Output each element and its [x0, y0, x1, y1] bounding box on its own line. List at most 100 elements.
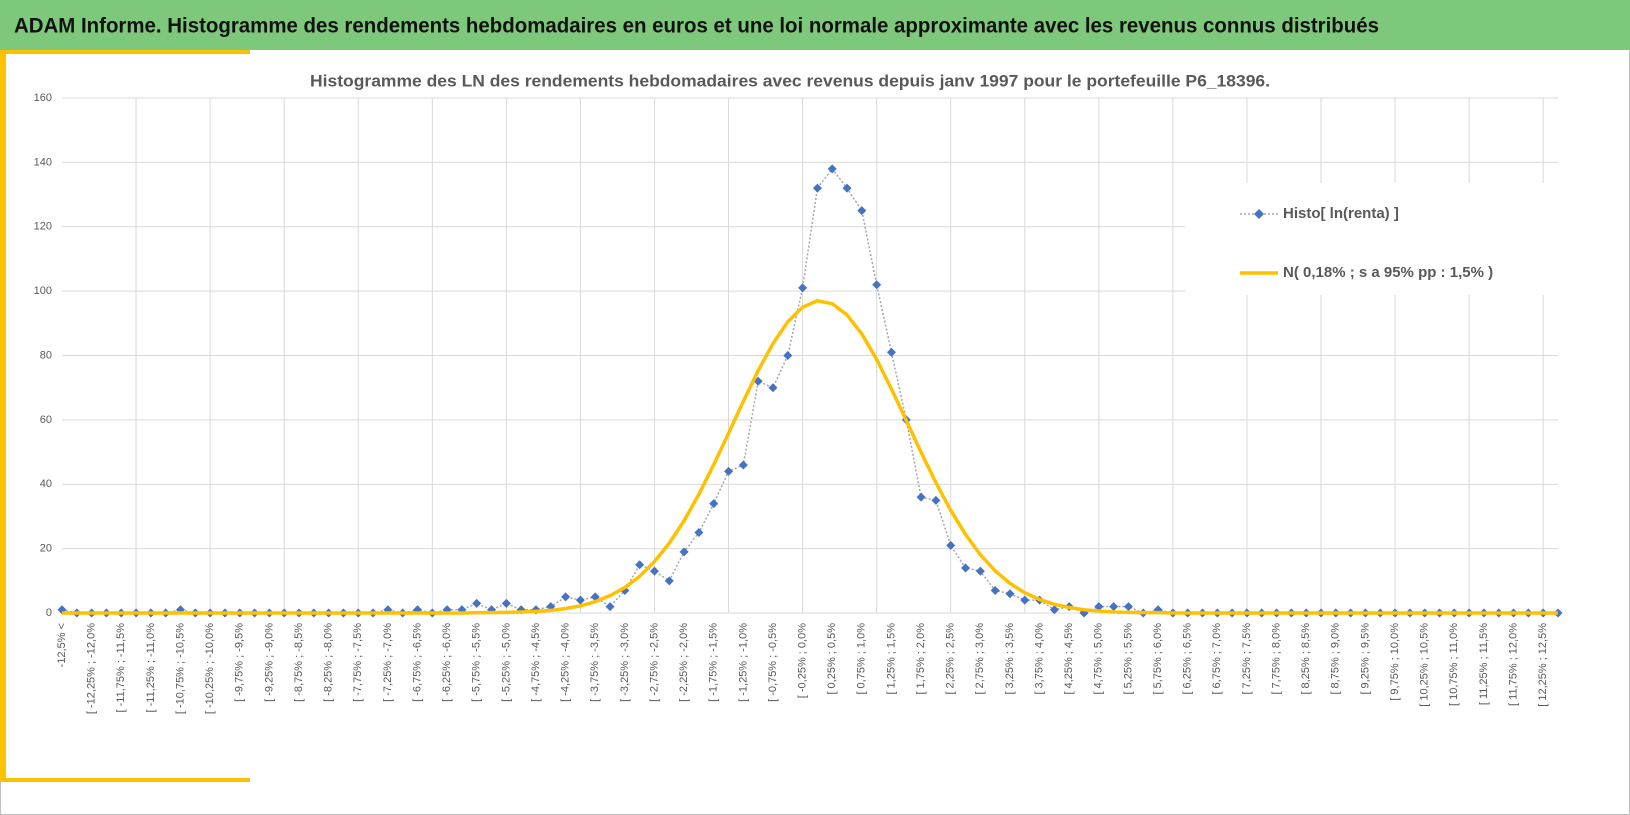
y-tick-label: 140	[34, 156, 52, 168]
x-tick-label: [ 0,25% ; 0,5%	[826, 623, 838, 695]
y-tick-label: 120	[34, 221, 52, 233]
y-tick-label: 60	[40, 414, 52, 426]
data-point	[975, 566, 985, 576]
x-tick-label: [ 5,75% ; 6,0%	[1152, 623, 1164, 695]
x-tick-label: [ -2,25% ; -2,0%	[678, 623, 690, 702]
legend-marker	[1254, 209, 1264, 219]
legend-box	[1185, 183, 1560, 295]
x-tick-label: [ 11,25% ; 11,5%	[1478, 623, 1490, 705]
x-tick-label: [ 9,75% ; 10,0%	[1389, 623, 1401, 701]
data-point	[886, 347, 896, 357]
x-tick-label: [ -12,25% ; -12,0%	[86, 623, 98, 714]
x-tick-label: [ 7,75% ; 8,0%	[1270, 623, 1282, 695]
accent	[0, 778, 250, 782]
x-tick-label: [ 1,25% ; 1,5%	[885, 623, 897, 695]
x-tick-label: [ -10,75% ; -10,5%	[174, 623, 186, 714]
x-tick-label: [ 5,25% ; 5,5%	[1122, 623, 1134, 695]
data-point	[738, 460, 748, 470]
data-point	[561, 592, 571, 602]
data-point	[961, 563, 971, 573]
x-tick-label: [ 12,25% ; 12,5%	[1537, 623, 1549, 707]
data-point	[605, 602, 615, 612]
x-tick-label: [ -1,75% ; -1,5%	[708, 623, 720, 702]
x-tick-label: [ -11,75% ; -11,5%	[115, 623, 127, 713]
x-tick-label: [ 4,75% ; 5,0%	[1093, 623, 1105, 695]
x-tick-label: [ -6,75% ; -6,5%	[411, 623, 423, 702]
x-tick-label: [ 7,25% ; 7,5%	[1241, 623, 1253, 695]
data-point	[1109, 602, 1119, 612]
x-tick-label: [ 6,25% ; 6,5%	[1182, 623, 1194, 695]
data-point	[990, 585, 1000, 595]
data-point	[798, 283, 808, 293]
data-point	[812, 183, 822, 193]
x-tick-label: [ -10,25% ; -10,0%	[204, 623, 216, 714]
x-tick-label: [ 11,75% ; 12,0%	[1507, 623, 1519, 706]
data-point	[1020, 595, 1030, 605]
x-tick-label: [ -0,75% ; -0,5%	[767, 623, 779, 702]
chart-title: Histogramme des LN des rendements hebdom…	[310, 71, 1270, 90]
data-point	[679, 547, 689, 557]
data-point	[501, 598, 511, 608]
legend-label: N( 0,18% ; s a 95% pp : 1,5% )	[1283, 264, 1493, 281]
data-point	[916, 492, 926, 502]
x-tick-label: [ -4,75% ; -4,5%	[530, 623, 542, 702]
x-tick-label: [ -3,25% ; -3,0%	[619, 623, 631, 702]
x-tick-label: [ 1,75% ; 2,0%	[915, 623, 927, 695]
x-tick-label: [ -6,25% ; -6,0%	[441, 623, 453, 702]
x-tick-label: [ -8,25% ; -8,0%	[323, 623, 335, 702]
data-point	[783, 351, 793, 360]
x-tick-label: [ 0,75% ; 1,0%	[856, 623, 868, 695]
data-point	[768, 383, 778, 393]
x-tick-label: [ -4,25% ; -4,0%	[560, 623, 572, 702]
data-point	[857, 206, 867, 216]
accent	[0, 50, 250, 54]
data-point	[575, 595, 585, 605]
data-point	[724, 466, 734, 476]
x-tick-label: [ -5,25% ; -5,0%	[500, 623, 512, 702]
data-point	[472, 598, 482, 608]
x-tick-label: [ 3,25% ; 3,5%	[1004, 623, 1016, 695]
x-tick-label: [ -3,75% ; -3,5%	[589, 623, 601, 702]
header-bar	[0, 0, 1630, 50]
x-tick-label: [ 8,75% ; 9,0%	[1330, 623, 1342, 695]
x-tick-label: -12,5% <	[56, 623, 68, 667]
legend-label: Histo[ ln(renta) ]	[1283, 205, 1399, 222]
data-point	[931, 495, 941, 505]
header-title: ADAM Informe. Histogramme des rendements…	[14, 15, 1379, 38]
x-tick-label: [ 6,75% ; 7,0%	[1211, 623, 1223, 695]
x-tick-label: [ -7,75% ; -7,5%	[352, 623, 364, 702]
data-point	[664, 576, 674, 586]
x-tick-label: [ -1,25% ; -1,0%	[737, 623, 749, 702]
x-tick-label: [ 2,75% ; 3,0%	[974, 623, 986, 695]
data-point	[649, 566, 659, 576]
x-tick-label: [ 10,75% ; 11,0%	[1448, 623, 1460, 706]
x-tick-label: [ 8,25% ; 8,5%	[1300, 623, 1312, 695]
x-tick-label: [ 10,25% ; 10,5%	[1419, 623, 1431, 707]
x-tick-label: [ -9,75% ; -9,5%	[234, 623, 246, 702]
x-tick-label: [ -11,25% ; -11,0%	[145, 623, 157, 713]
data-point	[872, 280, 882, 290]
x-tick-label: [ -8,75% ; -8,5%	[293, 623, 305, 702]
plot	[57, 164, 1563, 618]
x-tick-label: [ -9,25% ; -9,0%	[263, 623, 275, 702]
data-point	[827, 164, 837, 174]
y-tick-label: 160	[34, 92, 52, 104]
y-tick-label: 20	[40, 543, 52, 555]
data-point	[1005, 589, 1015, 599]
data-point	[1094, 602, 1104, 612]
data-point	[1123, 602, 1133, 612]
legend: Histo[ ln(renta) ] N( 0,18% ; s a 95% pp …	[1185, 183, 1560, 295]
y-tick-label: 0	[46, 607, 52, 619]
y-tick-label: 80	[40, 349, 52, 361]
data-point	[946, 540, 956, 550]
data-point	[709, 499, 719, 509]
x-tick-label: [ -5,75% ; -5,5%	[471, 623, 483, 702]
x-tick-label: [ 2,25% ; 2,5%	[945, 623, 957, 695]
data-point	[842, 183, 852, 193]
series-line	[62, 299, 1558, 615]
data-point	[694, 528, 704, 538]
x-tick-label: [ 9,25% ; 9,5%	[1359, 623, 1371, 695]
y-tick-label: 40	[40, 478, 52, 490]
